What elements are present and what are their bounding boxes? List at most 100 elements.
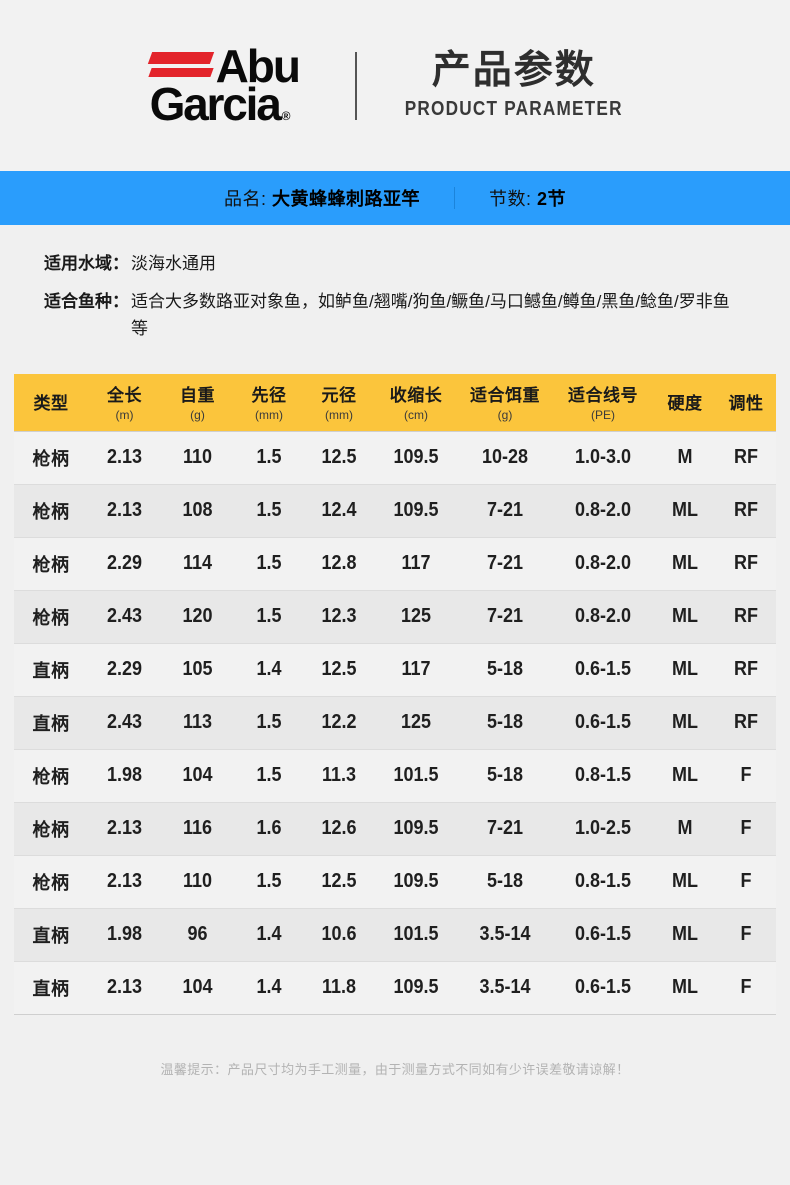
table-cell: 直柄 (14, 643, 88, 697)
table-cell: 109.5 (378, 855, 454, 909)
column-header-label: 元径 (321, 386, 357, 406)
table-cell: 1.98 (91, 749, 158, 803)
table-row: 直柄 1.98 96 1.4 10.6 101.5 3.5-14 0.6-1.5 ML F (14, 908, 776, 962)
table-cell: 113 (164, 696, 231, 750)
table-cell: 114 (164, 537, 231, 591)
table-cell: 5-18 (462, 643, 548, 697)
table-cell: 0.6-1.5 (557, 643, 649, 697)
table-cell: 2.13 (91, 430, 158, 485)
table-cell: RF (719, 590, 773, 644)
table-cell: 2.43 (91, 590, 158, 644)
footer-note: 温馨提示：产品尺寸均为手工测量，由于测量方式不同如有少许误差敬请谅解！ (160, 1061, 630, 1077)
table-cell: 1.98 (91, 908, 158, 962)
table-cell: RF (719, 696, 773, 750)
sections-value: 2节 (537, 189, 567, 209)
table-cell: 11.8 (307, 961, 371, 1015)
column-header-5: 收缩长 (cm) (374, 374, 458, 432)
table-cell: 101.5 (378, 749, 454, 803)
column-header-label: 自重 (180, 386, 215, 406)
table-cell: 枪柄 (14, 430, 88, 485)
table-cell: 12.6 (307, 802, 371, 856)
table-row: 直柄 2.43 113 1.5 12.2 125 5-18 0.6-1.5 ML RF (14, 696, 776, 750)
table-cell: F (719, 961, 773, 1015)
table-cell: 2.13 (91, 855, 158, 909)
table-row: 枪柄 1.98 104 1.5 11.3 101.5 5-18 0.8-1.5 ML F (14, 749, 776, 803)
table-cell: 7-21 (462, 484, 548, 538)
table-cell: RF (719, 430, 773, 485)
column-header-label: 全长 (107, 386, 142, 406)
spec-table-wrapper: 类型 全长 (m) 自重 (g) 先径 (mm) 元径 (mm) 收缩长 (cm) 适合饵重 (g) 适合… (14, 374, 776, 1015)
table-cell: 12.5 (307, 430, 371, 485)
product-name-group: 品名: 大黄蜂蜂刺路亚竿 (224, 185, 420, 211)
page-title: 产品参数 (431, 48, 596, 92)
table-cell: M (657, 802, 713, 856)
spec-table-body: 枪柄 2.13 110 1.5 12.5 109.5 10-28 1.0-3.0 M RF 枪柄 2.… (14, 430, 776, 1015)
table-cell: 5-18 (462, 696, 548, 750)
table-cell: 1.0-2.5 (557, 802, 649, 856)
column-header-label: 收缩长 (389, 386, 443, 406)
description-block: 适用水域： 淡海水通用 适合鱼种： 适合大多数路亚对象鱼，如鲈鱼/翘嘴/狗鱼/鳜… (0, 225, 790, 362)
table-cell: 3.5-14 (462, 961, 548, 1015)
description-row-fish: 适合鱼种： 适合大多数路亚对象鱼，如鲈鱼/翘嘴/狗鱼/鳜鱼/马口鳡鱼/鳟鱼/黑鱼… (44, 289, 746, 342)
sections-label: 节数: (488, 189, 532, 209)
table-cell: 109.5 (378, 430, 454, 485)
table-row: 枪柄 2.13 108 1.5 12.4 109.5 7-21 0.8-2.0 ML RF (14, 484, 776, 538)
spec-table-head: 类型 全长 (m) 自重 (g) 先径 (mm) 元径 (mm) 收缩长 (cm) 适合饵重 (g) 适合… (14, 374, 776, 432)
column-header-label: 调性 (728, 393, 764, 413)
column-header-label: 硬度 (667, 393, 703, 413)
table-cell: 109.5 (378, 802, 454, 856)
table-cell: 直柄 (14, 961, 88, 1015)
table-cell: 0.8-2.0 (557, 537, 649, 591)
table-cell: 12.3 (307, 590, 371, 644)
column-header-unit: (m) (115, 407, 134, 422)
fish-species-label: 适合鱼种： (44, 292, 129, 312)
table-cell: 1.4 (237, 961, 301, 1015)
table-cell: RF (719, 643, 773, 697)
table-cell: 101.5 (378, 908, 454, 962)
table-cell: 12.4 (307, 484, 371, 538)
table-cell: 直柄 (14, 908, 88, 962)
table-cell: 116 (164, 802, 231, 856)
table-cell: 0.6-1.5 (557, 908, 649, 962)
table-cell: RF (719, 537, 773, 591)
column-header-label: 先径 (251, 386, 287, 406)
table-cell: 1.5 (237, 749, 301, 803)
table-cell: 1.0-3.0 (557, 430, 649, 485)
column-header-unit: (g) (190, 407, 205, 422)
table-cell: F (719, 749, 773, 803)
table-cell: F (719, 802, 773, 856)
column-header-label: 适合饵重 (470, 386, 540, 406)
table-cell: 125 (378, 590, 454, 644)
table-cell: 0.8-1.5 (557, 749, 649, 803)
column-header-unit: (mm) (325, 407, 353, 422)
table-cell: ML (657, 484, 713, 538)
table-row: 枪柄 2.13 110 1.5 12.5 109.5 10-28 1.0-3.0 M RF (14, 430, 776, 485)
table-row: 枪柄 2.29 114 1.5 12.8 117 7-21 0.8-2.0 ML RF (14, 537, 776, 591)
table-cell: 枪柄 (14, 855, 88, 909)
description-row-water: 适用水域： 淡海水通用 (44, 251, 746, 277)
table-cell: 108 (164, 484, 231, 538)
table-cell: 2.13 (91, 484, 158, 538)
table-row: 枪柄 2.13 116 1.6 12.6 109.5 7-21 1.0-2.5 M F (14, 802, 776, 856)
table-cell: ML (657, 961, 713, 1015)
spec-table-header-row: 类型 全长 (m) 自重 (g) 先径 (mm) 元径 (mm) 收缩长 (cm) 适合饵重 (g) 适合… (14, 374, 776, 432)
abu-garcia-logo: Abu Garcia ® (147, 42, 325, 127)
sections-group: 节数: 2节 (489, 185, 566, 211)
column-header-2: 自重 (g) (161, 374, 234, 432)
table-cell: 2.43 (91, 696, 158, 750)
table-cell: 5-18 (462, 749, 548, 803)
fish-species-value: 适合大多数路亚对象鱼，如鲈鱼/翘嘴/狗鱼/鳜鱼/马口鳡鱼/鳟鱼/黑鱼/鲶鱼/罗非… (131, 292, 730, 338)
table-cell: 0.6-1.5 (557, 961, 649, 1015)
table-cell: ML (657, 749, 713, 803)
product-name-label: 品名: (223, 189, 267, 209)
table-row: 直柄 2.29 105 1.4 12.5 117 5-18 0.6-1.5 ML RF (14, 643, 776, 697)
table-cell: 2.29 (91, 643, 158, 697)
table-cell: 0.8-2.0 (557, 484, 649, 538)
table-cell: 117 (378, 643, 454, 697)
page-subtitle: PRODUCT PARAMETER (404, 98, 623, 121)
table-cell: 1.5 (237, 696, 301, 750)
table-cell: 1.5 (237, 537, 301, 591)
table-cell: 109.5 (378, 961, 454, 1015)
column-header-label: 适合线号 (568, 386, 638, 406)
